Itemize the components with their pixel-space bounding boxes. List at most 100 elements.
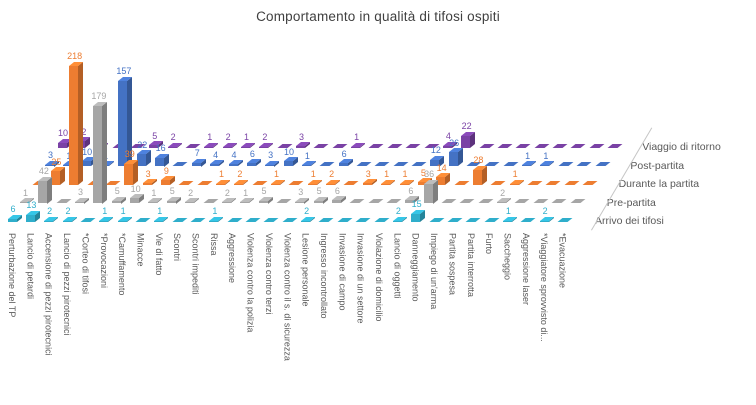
bar-front-face	[472, 169, 482, 185]
bar-front-face	[7, 218, 17, 222]
series-label: Post-partita	[630, 159, 685, 172]
bar-front-face	[63, 165, 73, 167]
floor-tile	[392, 162, 409, 167]
value-label: 10	[82, 146, 93, 157]
bar-front-face	[45, 164, 54, 167]
bar-front-face	[296, 146, 306, 148]
value-label: 1	[243, 132, 249, 143]
value-label: 2	[224, 187, 230, 198]
bar-front-face	[313, 200, 323, 204]
value-label: 3	[47, 150, 53, 161]
bar-front-face	[130, 198, 140, 204]
category-label: Partita interrotta	[465, 233, 476, 298]
floor-tile	[453, 180, 470, 185]
value-label: 25	[51, 156, 62, 167]
value-label: 2	[542, 206, 548, 217]
series-label: Viaggio di ritorno	[642, 141, 721, 153]
floor-tile	[446, 217, 463, 222]
floor-tile	[355, 162, 372, 167]
value-label: 2	[47, 206, 53, 217]
value-label: 1	[543, 150, 549, 161]
category-label: Violenza contro terzi	[263, 233, 274, 315]
bar-front-face	[166, 200, 176, 204]
bar-front-face	[258, 200, 268, 204]
floor-tile	[563, 180, 580, 185]
bar-front-face	[228, 164, 238, 167]
floor-tile	[532, 199, 549, 204]
floor-tile	[428, 217, 445, 222]
category-label: Ingresso incontrollato	[318, 233, 329, 319]
value-label: 4	[445, 131, 451, 142]
floor-tile	[368, 143, 384, 148]
floor-tile	[367, 199, 384, 204]
floor-tile	[405, 143, 421, 148]
bar-front-face	[338, 163, 348, 167]
value-label: 15	[411, 199, 422, 210]
floor-tile	[263, 217, 279, 222]
floor-tile	[134, 217, 151, 222]
bar-front-face	[265, 164, 275, 167]
category-label: Violenza contro il s. di sicurezza	[282, 233, 293, 361]
floor-tile	[319, 162, 335, 167]
bar-front-face	[38, 180, 48, 204]
value-label: 2	[329, 169, 335, 180]
category-label: Saccheggio	[502, 233, 513, 281]
floor-tile	[465, 217, 481, 222]
floor-tile	[178, 180, 194, 185]
bar-front-face	[240, 202, 250, 204]
value-label: 10	[284, 146, 295, 157]
value-label: 42	[38, 166, 49, 177]
bar-front-face	[331, 200, 341, 204]
category-label: Accensione di pezzi pirotecnici	[43, 233, 54, 356]
floor-tile	[281, 217, 298, 222]
category-label: *Provocazioni	[98, 233, 109, 289]
floor-tile	[202, 199, 218, 204]
value-label: 1	[207, 132, 213, 143]
value-label: 5	[420, 167, 426, 178]
value-label: 12	[430, 145, 441, 156]
floor-tile	[557, 162, 574, 167]
floor-tile	[411, 162, 427, 167]
value-label: 1	[243, 187, 249, 198]
bar-front-face	[25, 214, 35, 222]
category-label: Scontri	[172, 233, 183, 262]
value-label: 3	[299, 131, 305, 142]
floor-tile	[502, 162, 519, 167]
floor-tile	[245, 217, 261, 222]
bar-front-face	[301, 165, 311, 167]
floor-tile	[520, 217, 536, 222]
floor-tile	[374, 162, 390, 167]
floor-tile	[331, 143, 348, 148]
category-label: *Corteo di tifosi	[80, 233, 91, 295]
value-label: 28	[473, 155, 484, 166]
bar-front-face	[142, 183, 152, 185]
category-label: Danneggiamento	[410, 233, 421, 302]
floor-tile	[355, 217, 371, 222]
value-label: 2	[304, 206, 310, 217]
bar-front-face	[271, 183, 281, 185]
floor-tile	[196, 180, 213, 185]
value-label: 6	[10, 204, 16, 215]
value-label: 1	[22, 187, 28, 198]
bar-front-face	[301, 220, 311, 222]
value-label: 2	[500, 187, 506, 198]
value-label: 2	[188, 187, 194, 198]
value-label: 1	[402, 169, 408, 180]
floor-tile	[478, 143, 495, 148]
category-label: *Viaggiatore sprovvisto di...	[539, 233, 550, 342]
value-label: 1	[218, 169, 224, 180]
value-label: 1	[354, 132, 360, 143]
floor-tile	[514, 199, 530, 204]
bar-front-face	[204, 146, 214, 148]
bar-front-face	[326, 183, 336, 185]
bar-front-face	[118, 80, 128, 167]
floor-tile	[79, 217, 96, 222]
floor-tile	[313, 143, 329, 148]
floor-tile	[459, 199, 475, 204]
category-label: Partita sospesa	[447, 233, 458, 296]
bar-front-face	[436, 177, 446, 185]
category-label: Invasione di un settore	[355, 233, 366, 324]
value-label: 5	[152, 130, 158, 141]
value-label: 5	[316, 186, 322, 197]
bar-front-face	[509, 183, 519, 185]
